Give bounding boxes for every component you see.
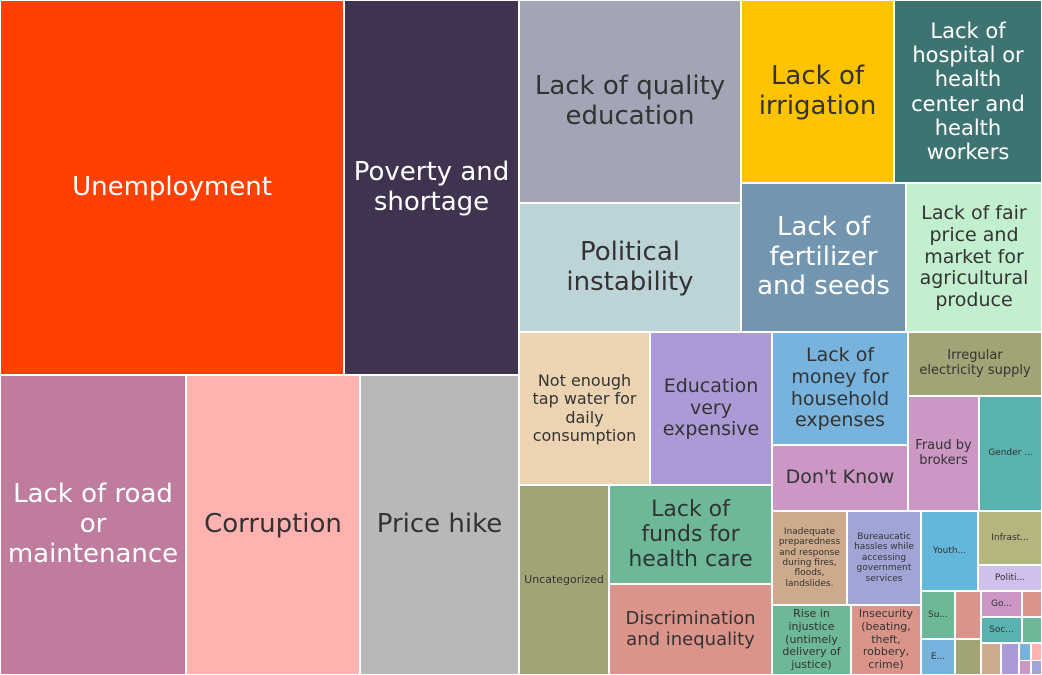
treemap-tile-label: Uncategorized (524, 572, 604, 586)
treemap-tile: Unemployment (0, 0, 344, 375)
treemap-tile-label: Su... (928, 609, 948, 620)
treemap-tile-label: Soc... (989, 624, 1014, 635)
treemap-tile-label: E... (930, 651, 946, 662)
treemap-tile-label: Rise in injustice (untimely delivery of … (782, 607, 841, 671)
treemap-tile (1001, 643, 1019, 675)
treemap-tile-label: Political instability (566, 236, 694, 297)
treemap-tile: Gender ... (979, 396, 1042, 511)
treemap-tile: Political instability (519, 203, 741, 332)
treemap-tile: Not enough tap water for daily consumpti… (519, 332, 650, 485)
treemap-tile-label: Bureaucatic hassles while accessing gove… (854, 532, 914, 584)
treemap-tile-label: Politi... (994, 572, 1026, 583)
treemap-tile-label: Unemployment (72, 171, 272, 202)
treemap-tile: Lack of hospital or health center and he… (894, 0, 1042, 183)
treemap-tile-label: Lack of road or maintenance (7, 479, 179, 569)
treemap-tile-label: Lack of irrigation (758, 60, 877, 121)
treemap-tile: Bureaucatic hassles while accessing gove… (847, 511, 921, 605)
treemap-tile-label: Youth... (932, 545, 967, 556)
treemap-tile (1022, 617, 1042, 643)
treemap-tile-label: Insecurity (beating, theft, robbery, cri… (858, 607, 914, 671)
treemap-tile-label: Don't Know (785, 466, 895, 489)
treemap-tile: Rise in injustice (untimely delivery of … (772, 605, 851, 675)
treemap-tile: Su... (921, 591, 955, 639)
treemap-tile: Go... (981, 591, 1022, 617)
treemap-tile: Lack of road or maintenance (0, 375, 186, 675)
treemap-tile-label: Lack of funds for health care (628, 496, 753, 573)
treemap-tile: Fraud by brokers (908, 396, 979, 511)
treemap-tile (955, 591, 981, 639)
treemap-tile: Lack of fair price and market for agricu… (906, 183, 1042, 332)
treemap-tile (981, 643, 1001, 675)
treemap-tile-label: Discrimination and inequality (625, 607, 756, 650)
treemap-tile: Education very expensive (650, 332, 772, 485)
treemap-tile-label: Lack of fair price and market for agricu… (919, 201, 1029, 312)
treemap-tile: Lack of irrigation (741, 0, 894, 183)
treemap-tile: Insecurity (beating, theft, robbery, cri… (851, 605, 921, 675)
treemap-tile: Youth... (921, 511, 978, 591)
treemap-tile-label: Price hike (376, 509, 503, 540)
treemap-tile-label: Infrast... (991, 532, 1029, 543)
treemap-tile-label: Lack of quality education (534, 70, 726, 131)
treemap-tile: Discrimination and inequality (609, 584, 772, 675)
treemap-tile-label: Lack of hospital or health center and he… (911, 19, 1025, 164)
treemap-tile: Lack of quality education (519, 0, 741, 203)
treemap-tile (1031, 660, 1042, 675)
treemap-tile (955, 639, 981, 675)
treemap-tile-label: Corruption (204, 509, 342, 540)
treemap-tile-label: Irregular electricity supply (919, 348, 1031, 378)
treemap-tile-label: Fraud by brokers (915, 437, 972, 468)
treemap-tile: E... (921, 639, 955, 675)
treemap-tile: Infrast... (978, 511, 1042, 565)
treemap-tile: Irregular electricity supply (908, 332, 1042, 396)
treemap-tile (1019, 660, 1031, 675)
treemap-tile: Price hike (360, 375, 519, 675)
treemap-tile-label: Education very expensive (662, 374, 760, 441)
treemap-tile-label: Lack of fertilizer and seeds (757, 211, 890, 302)
treemap-tile: Inadequate preparedness and response dur… (772, 511, 847, 605)
treemap-tile-label: Lack of money for household expenses (790, 343, 890, 432)
treemap-tile-label: Gender ... (988, 448, 1033, 459)
treemap-tile: Lack of funds for health care (609, 485, 772, 584)
treemap-tile-label: Inadequate preparedness and response dur… (778, 526, 841, 589)
treemap-tile: Lack of fertilizer and seeds (741, 183, 906, 332)
treemap-tile-label: Not enough tap water for daily consumpti… (532, 370, 637, 445)
treemap-tile-label: Go... (991, 598, 1012, 609)
treemap-tile: Don't Know (772, 445, 908, 511)
treemap-tile: Poverty and shortage (344, 0, 519, 375)
treemap-tile: Lack of money for household expenses (772, 332, 908, 445)
treemap-tile: Uncategorized (519, 485, 609, 675)
treemap-tile: Politi... (978, 565, 1042, 591)
treemap-tile-label: Poverty and shortage (353, 156, 510, 217)
treemap-tile: Corruption (186, 375, 360, 675)
treemap-tile: Soc... (981, 617, 1022, 643)
treemap-tile (1022, 591, 1042, 617)
